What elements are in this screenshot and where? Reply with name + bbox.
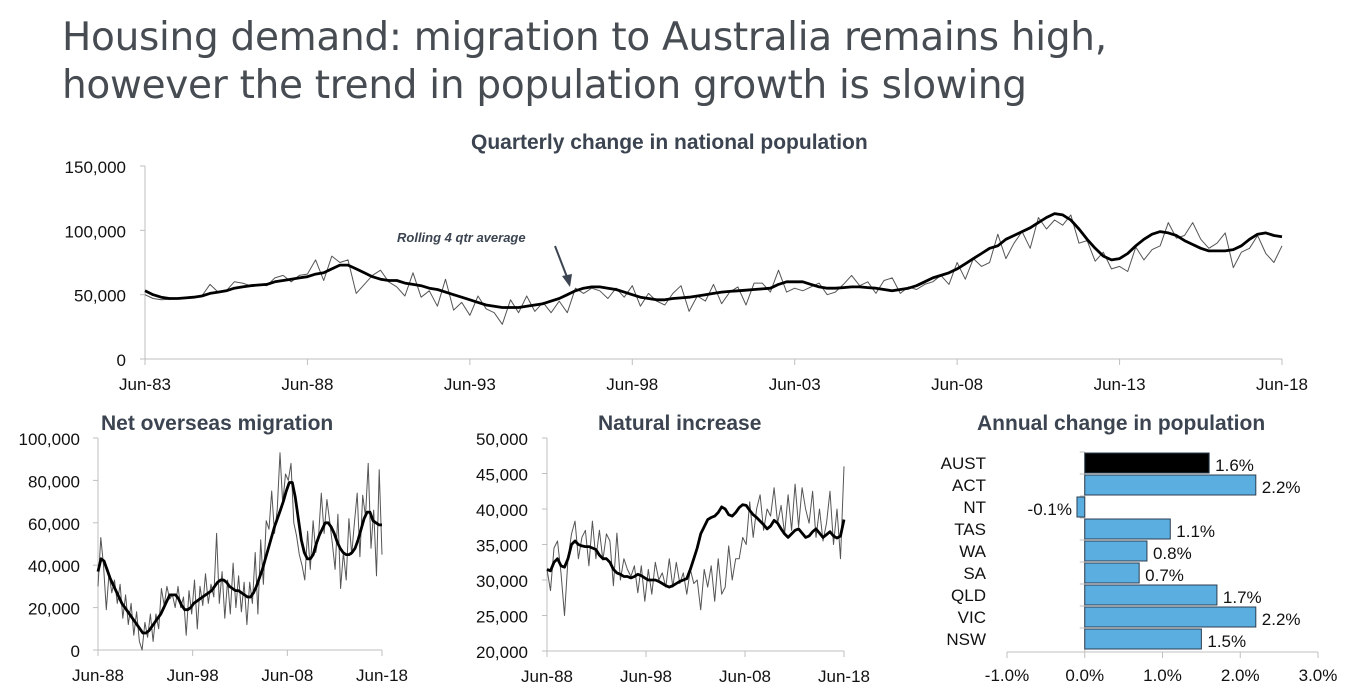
quarterly-x-tick-label: Jun-08	[931, 375, 983, 394]
annual-category-label: VIC	[958, 608, 986, 627]
nom-y-tick-label: 40,000	[28, 557, 80, 576]
annual-data-label: 1.5%	[1207, 632, 1246, 651]
annual-category-label: TAS	[954, 520, 986, 539]
nom-x-tick-label: Jun-88	[72, 666, 124, 685]
natural-y-tick-label: 45,000	[476, 466, 528, 485]
quarterly-x-tick-label: Jun-98	[606, 375, 658, 394]
annotation-arrow-shaft	[554, 245, 568, 278]
annual-data-label: 2.2%	[1262, 478, 1301, 497]
nom-y-tick-label: 0	[71, 642, 80, 661]
annual-category-label: SA	[963, 564, 986, 583]
quarterly-y-tick-label: 150,000	[65, 158, 126, 177]
annual-data-label: 0.7%	[1145, 566, 1184, 585]
nom-y-tick-label: 100,000	[19, 430, 80, 449]
natural-y-tick-label: 20,000	[476, 643, 528, 662]
quarterly-trend-series-line	[144, 212, 1283, 309]
bar-vic	[1084, 606, 1257, 628]
annual-x-tick-label: 2.0%	[1221, 666, 1260, 685]
annual-data-label: 1.1%	[1176, 522, 1215, 541]
nom-x-tick-label: Jun-98	[167, 666, 219, 685]
bar-aust	[1084, 452, 1210, 474]
quarterly-raw-series-line	[144, 214, 1283, 325]
page-headline: Housing demand: migration to Australia r…	[62, 14, 1107, 110]
bar-nsw	[1084, 628, 1202, 650]
annual-category-label: NSW	[946, 630, 986, 649]
natural-y-tick-label: 50,000	[476, 430, 528, 449]
natural-y-tick-label: 25,000	[476, 608, 528, 627]
nom-x-tick-label: Jun-08	[261, 666, 313, 685]
nom-y-tick-label: 60,000	[28, 515, 80, 534]
bar-nt	[1076, 496, 1086, 518]
nom-raw-series-line	[97, 452, 383, 651]
quarterly-x-tick-label: Jun-18	[1256, 375, 1308, 394]
nom-x-tick-label: Jun-18	[356, 666, 408, 685]
annual-data-label: 0.8%	[1153, 544, 1192, 563]
annual-data-label: 1.7%	[1223, 588, 1262, 607]
quarterly-chart-title: Quarterly change in national population	[471, 131, 868, 154]
annual-x-tick-label: 1.0%	[1143, 666, 1182, 685]
natural-y-tick-label: 40,000	[476, 501, 528, 520]
annual-category-label: ACT	[952, 476, 986, 495]
annual-category-label: WA	[959, 542, 986, 561]
nom-y-tick-label: 20,000	[28, 600, 80, 619]
quarterly-x-tick-label: Jun-93	[444, 375, 496, 394]
natural-y-tick-label: 35,000	[476, 537, 528, 556]
headline-line-1: Housing demand: migration to Australia r…	[62, 15, 1107, 60]
annual-chart-title: Annual change in population	[977, 412, 1266, 435]
natural-x-tick-label: Jun-18	[818, 667, 870, 686]
annual-category-label: AUST	[941, 454, 986, 473]
natural-x-tick-label: Jun-98	[620, 667, 672, 686]
natural-raw-series-line	[546, 466, 845, 616]
natural-y-tick-label: 30,000	[476, 572, 528, 591]
natural-chart-title: Natural increase	[598, 412, 762, 435]
quarterly-y-tick-label: 100,000	[65, 222, 126, 241]
annual-data-label: 1.6%	[1215, 456, 1254, 475]
bar-tas	[1084, 518, 1171, 540]
bar-wa	[1084, 540, 1148, 562]
rolling-average-annotation: Rolling 4 qtr average	[397, 230, 526, 245]
quarterly-y-tick-label: 0	[117, 351, 126, 370]
natural-x-tick-label: Jun-88	[521, 667, 573, 686]
quarterly-x-tick-label: Jun-88	[281, 375, 333, 394]
bar-qld	[1084, 584, 1218, 606]
annual-category-label: NT	[963, 498, 986, 517]
quarterly-x-tick-label: Jun-03	[769, 375, 821, 394]
annual-x-tick-label: 3.0%	[1299, 666, 1338, 685]
natural-trend-series-line	[546, 503, 846, 589]
natural-x-tick-label: Jun-08	[719, 667, 771, 686]
headline-line-2: however the trend in population growth i…	[62, 63, 1027, 108]
quarterly-x-tick-label: Jun-83	[119, 375, 171, 394]
annual-data-label: -0.1%	[1028, 500, 1072, 519]
quarterly-y-tick-label: 50,000	[74, 287, 126, 306]
annual-x-tick-label: -1.0%	[985, 666, 1029, 685]
bar-sa	[1084, 562, 1140, 584]
annotation-arrow-head	[562, 274, 572, 287]
bar-act	[1084, 474, 1257, 496]
annual-data-label: 2.2%	[1262, 610, 1301, 629]
quarterly-x-tick-label: Jun-13	[1094, 375, 1146, 394]
nom-y-tick-label: 80,000	[28, 472, 80, 491]
nom-chart-title: Net overseas migration	[101, 412, 334, 435]
annual-category-label: QLD	[951, 586, 986, 605]
nom-trend-series-line	[96, 481, 382, 635]
annual-x-tick-label: 0.0%	[1065, 666, 1104, 685]
